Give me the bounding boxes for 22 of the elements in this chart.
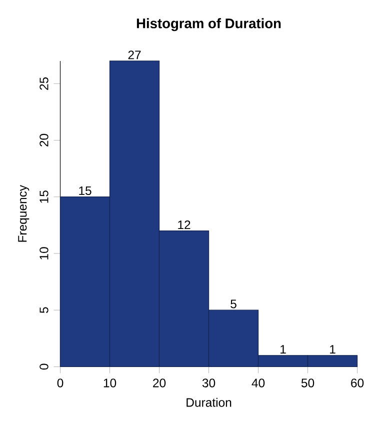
chart-title: Histogram of Duration <box>136 18 280 32</box>
y-axis-title: Frequency <box>18 184 30 242</box>
data-label: 1 <box>330 345 336 354</box>
x-tick-label: 30 <box>202 378 215 388</box>
data-label: 27 <box>128 50 141 60</box>
x-tick-label: 20 <box>152 378 166 388</box>
y-tick-label: 10 <box>40 247 48 260</box>
x-axis-title: Duration <box>186 398 231 407</box>
data-label: 5 <box>230 300 236 308</box>
y-tick-label: 5 <box>40 307 48 314</box>
data-label: 12 <box>178 220 190 229</box>
y-tick-label: 0 <box>40 364 48 370</box>
data-label: 1 <box>280 345 286 354</box>
x-tick-label: 0 <box>57 378 64 388</box>
x-tick-label: 50 <box>301 378 314 388</box>
y-tick-label: 25 <box>40 77 48 90</box>
x-tick-label: 60 <box>350 378 364 388</box>
x-tick-label: 10 <box>104 378 116 388</box>
y-tick-label: 15 <box>40 190 48 203</box>
y-tick-label: 20 <box>40 134 48 146</box>
data-label: 15 <box>79 186 92 196</box>
x-tick-label: 40 <box>252 378 264 388</box>
